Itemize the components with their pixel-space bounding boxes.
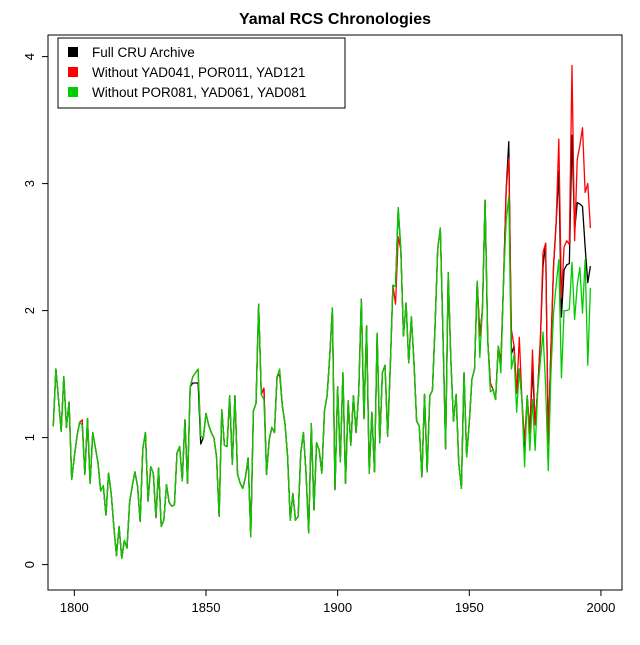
legend: Full CRU Archive Without YAD041, POR011,… bbox=[57, 37, 346, 109]
x-tick-label: 2000 bbox=[586, 600, 615, 615]
x-tick-label: 1800 bbox=[60, 600, 89, 615]
y-tick-label: 4 bbox=[22, 53, 37, 60]
legend-label-full-cru: Full CRU Archive bbox=[92, 45, 195, 60]
axes: 1800 1850 1900 1950 2000 0 1 2 3 4 bbox=[22, 53, 615, 615]
plot-frame bbox=[47, 34, 623, 591]
legend-swatch-without-yad041 bbox=[68, 67, 78, 77]
legend-swatch-without-por081 bbox=[68, 87, 78, 97]
y-tick-label: 3 bbox=[22, 180, 37, 187]
x-tick-label: 1900 bbox=[323, 600, 352, 615]
chart-title: Yamal RCS Chronologies bbox=[239, 11, 431, 28]
y-tick-label: 2 bbox=[22, 307, 37, 314]
legend-label-without-yad041: Without YAD041, POR011, YAD121 bbox=[92, 65, 305, 80]
x-tick-label: 1850 bbox=[192, 600, 221, 615]
legend-box bbox=[57, 37, 346, 109]
legend-swatch-full-cru bbox=[68, 47, 78, 57]
legend-label-without-por081: Without POR081, YAD061, YAD081 bbox=[92, 85, 306, 100]
y-tick-label: 1 bbox=[22, 434, 37, 441]
x-tick-label: 1950 bbox=[455, 600, 484, 615]
y-tick-label: 0 bbox=[22, 561, 37, 568]
series-layer bbox=[52, 64, 592, 559]
series-line-2 bbox=[52, 195, 592, 559]
